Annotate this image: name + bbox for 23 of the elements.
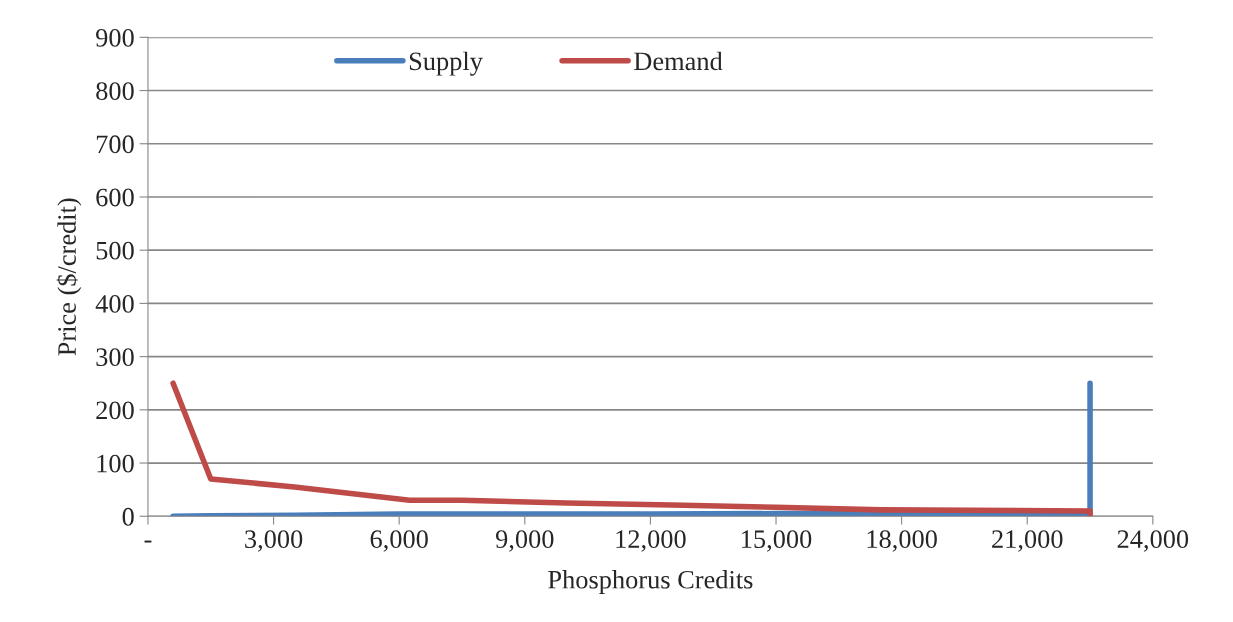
y-tick-label: 0 — [122, 507, 134, 526]
y-tick-label: 700 — [96, 135, 134, 154]
x-tick-label: 6,000 — [370, 530, 428, 552]
y-tick-label: 300 — [96, 348, 134, 367]
x-tick-label: 24,000 — [1117, 530, 1189, 552]
y-axis-title: Price ($/credit) — [56, 198, 82, 356]
x-tick-label: - — [144, 540, 152, 543]
x-tick-label: 12,000 — [616, 530, 686, 552]
y-tick-label: 200 — [96, 401, 134, 420]
legend-label: Supply — [409, 51, 483, 76]
y-tick-label: 400 — [95, 295, 134, 313]
legend-label: Demand — [634, 51, 723, 71]
x-tick-label: 18,000 — [867, 530, 937, 552]
x-tick-label: 21,000 — [992, 530, 1063, 552]
y-tick-label: 800 — [96, 82, 134, 100]
y-tick-label: 500 — [96, 241, 134, 260]
x-tick-label: 3,000 — [245, 530, 303, 552]
y-tick-label: 100 — [97, 454, 134, 473]
y-tick-label: 600 — [96, 188, 134, 207]
x-tick-label: 15,000 — [742, 530, 812, 552]
x-tick-label: 9,000 — [495, 530, 554, 552]
x-axis-title: Phosphorus Credits — [548, 570, 753, 594]
y-tick-label: 900 — [96, 28, 134, 47]
